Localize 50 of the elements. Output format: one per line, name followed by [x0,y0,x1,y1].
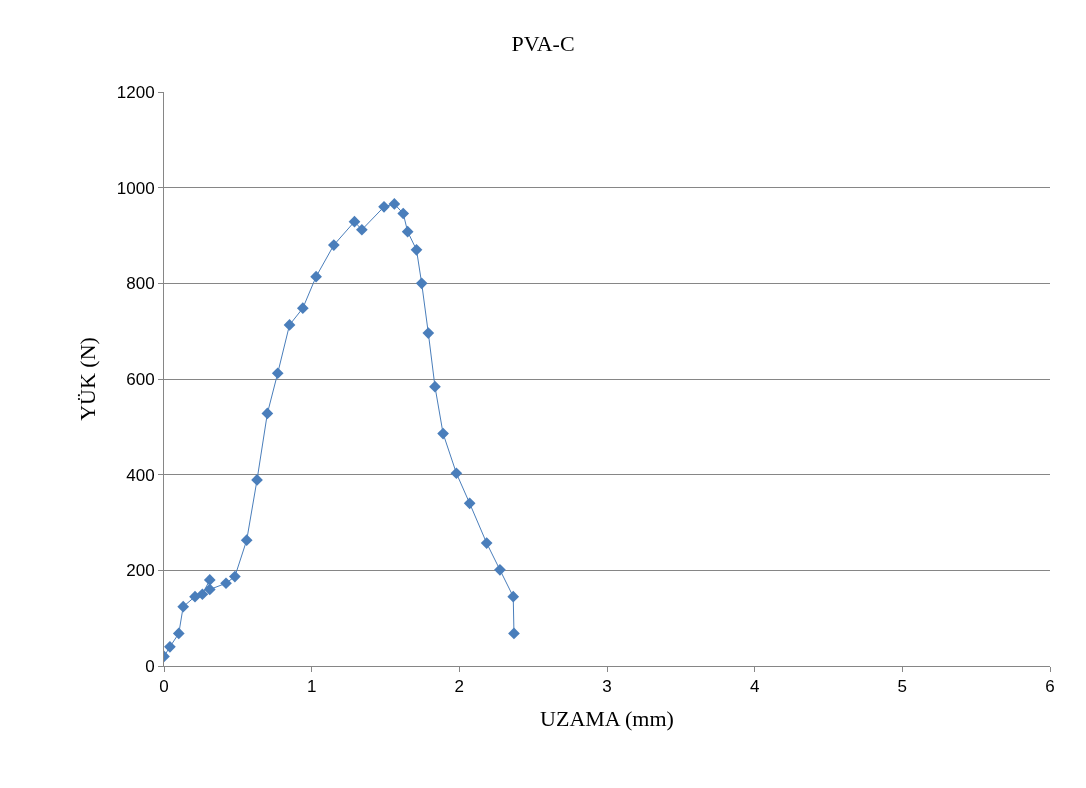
chart-title: PVA-C [511,30,575,56]
point [480,537,493,549]
point [378,200,390,213]
y-tick-label: 0 [145,656,155,676]
x-tick-label: 2 [454,677,465,697]
point [229,570,241,583]
y-tick-label: 600 [126,369,155,389]
point [348,215,361,228]
point [410,244,423,256]
point [401,225,414,238]
point [508,627,520,640]
point [203,574,216,586]
x-tick-label: 3 [602,677,612,697]
x-tick-label: 1 [306,677,317,697]
point [507,590,520,603]
point [240,534,253,547]
point [415,277,428,290]
point [189,590,201,603]
y-tick-label: 200 [126,561,155,581]
point [172,627,185,640]
point [283,319,296,331]
y-tick-label: 1200 [116,82,155,102]
point [397,207,410,220]
point [196,588,209,601]
point [356,223,368,236]
point [429,380,441,393]
x-tick-label: 4 [749,677,760,697]
x-tick-label: 6 [1045,677,1055,697]
point [177,600,190,613]
point [296,302,309,315]
point [271,367,284,380]
y-tick-label: 400 [126,465,155,485]
point [310,270,322,283]
point [388,198,401,210]
y-tick-label: 800 [126,274,155,294]
point [494,564,506,576]
x-tick-label: 0 [159,677,169,697]
point [261,407,274,420]
point [463,497,476,510]
point [422,327,435,339]
x-axis-title: UZAMA (mm) [540,706,674,732]
point [203,583,216,596]
x-tick-label: 5 [897,677,908,697]
point [450,467,463,480]
point [327,239,340,251]
y-axis-title: YÜK (N) [74,337,100,421]
y-tick-label: 1000 [116,178,155,198]
point [164,641,176,653]
point [437,427,449,440]
point [220,577,232,590]
